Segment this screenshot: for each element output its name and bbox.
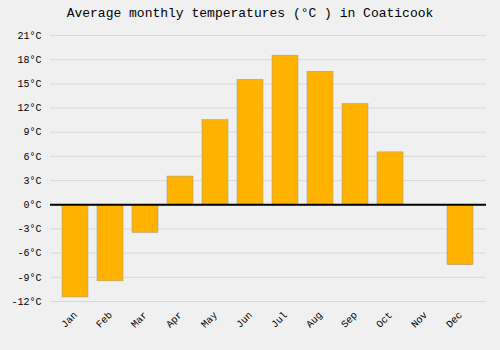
svg-text:Jun: Jun xyxy=(234,310,255,331)
svg-text:0°C: 0°C xyxy=(23,200,41,211)
svg-text:Nov: Nov xyxy=(409,310,430,331)
svg-text:9°C: 9°C xyxy=(23,127,41,138)
svg-text:12°C: 12°C xyxy=(17,103,41,114)
svg-text:-9°C: -9°C xyxy=(17,273,41,284)
svg-text:-3°C: -3°C xyxy=(17,224,41,235)
svg-text:21°C: 21°C xyxy=(17,31,41,42)
svg-text:6°C: 6°C xyxy=(23,152,41,163)
svg-text:Sep: Sep xyxy=(339,310,360,331)
svg-text:18°C: 18°C xyxy=(17,55,41,66)
svg-text:Mar: Mar xyxy=(129,310,150,331)
svg-text:Oct: Oct xyxy=(374,310,395,331)
svg-text:Jan: Jan xyxy=(59,310,80,331)
svg-text:Aug: Aug xyxy=(304,310,325,331)
svg-text:Feb: Feb xyxy=(94,310,115,331)
svg-text:Apr: Apr xyxy=(164,310,185,331)
svg-text:-6°C: -6°C xyxy=(17,248,41,259)
svg-text:3°C: 3°C xyxy=(23,176,41,187)
html-text:Average monthly temperatures (: Average monthly temperatures (°C ) in Co… xyxy=(66,6,434,21)
svg-text:Jul: Jul xyxy=(269,310,290,331)
svg-text:Dec: Dec xyxy=(444,310,465,331)
svg-text:May: May xyxy=(199,310,220,331)
svg-text:15°C: 15°C xyxy=(17,79,41,90)
svg-text:-12°C: -12°C xyxy=(11,297,41,308)
